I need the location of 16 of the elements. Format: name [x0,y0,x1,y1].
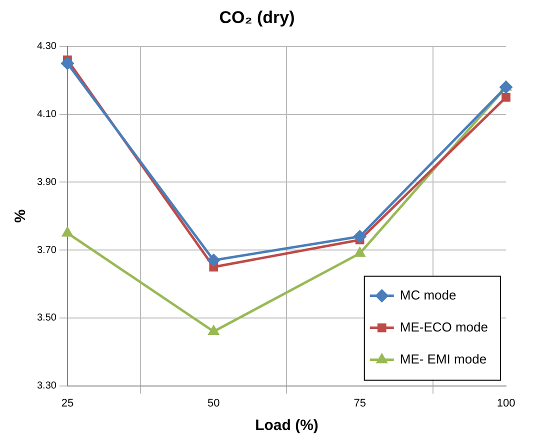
legend-label: ME-ECO mode [400,319,488,334]
y-tick-label: 4.10 [36,109,57,120]
y-tick-label: 3.90 [36,176,57,188]
y-tick-label: 3.30 [36,380,57,392]
x-tick-label: 50 [208,397,220,410]
legend-label: MC mode [400,287,456,302]
x-axis-title: Load (%) [255,417,318,434]
chart-title: CO₂ (dry) [219,8,295,27]
x-tick-label: 100 [496,397,516,410]
y-axis-title: % [12,209,30,223]
y-tick-label: 3.70 [36,244,57,256]
legend-label: ME- EMI mode [400,351,487,366]
y-tick-label: 3.50 [36,312,57,324]
y-tick-label: 4.30 [36,41,57,52]
x-tick-label: 75 [354,397,366,410]
x-tick-label: 25 [61,397,74,410]
